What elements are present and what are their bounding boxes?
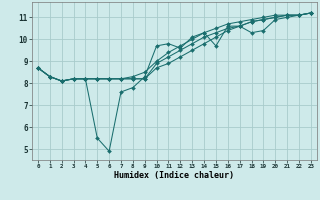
X-axis label: Humidex (Indice chaleur): Humidex (Indice chaleur) [115, 171, 234, 180]
